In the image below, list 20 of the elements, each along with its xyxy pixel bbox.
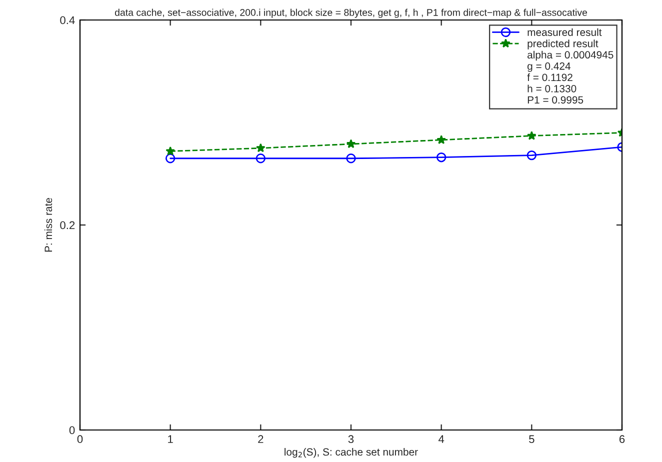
annotation: g = 0.424 (528, 62, 570, 72)
chart-title: data cache, set−associative, 200.i input, block size = 8bytes, get g, f, h , P1 from direct−map & full−assocative (114, 8, 588, 18)
x-tick-label: 2 (258, 435, 264, 443)
legend-label: measured result (528, 28, 602, 36)
x-tick-label: 4 (438, 435, 444, 443)
x-tick-label: 3 (348, 435, 354, 444)
x-tick-label: 5 (529, 435, 534, 444)
y-axis-title: P: miss rate (44, 198, 52, 252)
legend-label: predicted result (528, 40, 598, 50)
x-tick-label: 1 (168, 435, 173, 443)
x-tick-label: 6 (619, 435, 625, 444)
y-tick-label: 0 (69, 426, 75, 434)
y-tick-label: 0.2 (60, 221, 75, 230)
x-tick-label: 0 (77, 435, 83, 444)
annotation: f = 0.1192 (527, 73, 572, 82)
annotation: h = 0.1330 (528, 84, 576, 92)
annotation: alpha = 0.0004945 (528, 50, 614, 61)
annotation: P1 = 0.9995 (528, 96, 584, 104)
x-axis-title: log$_{2}$(S), S: cache set number (284, 448, 418, 458)
y-tick-label: 0.4 (60, 16, 75, 24)
